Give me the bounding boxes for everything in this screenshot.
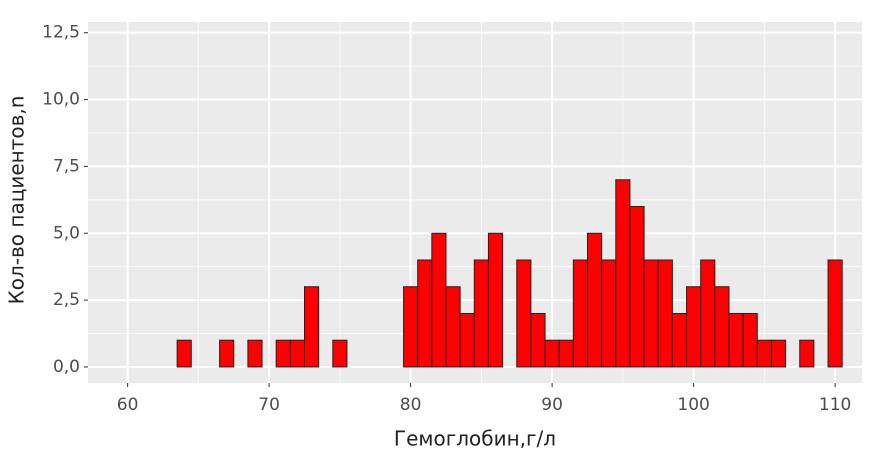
bar	[643, 259, 659, 368]
bar	[671, 312, 688, 368]
bar	[657, 259, 673, 368]
bar	[403, 286, 419, 368]
bar	[799, 339, 815, 368]
bar	[586, 232, 603, 368]
x-axis-title: Гемоглобин,г/л	[394, 427, 556, 451]
bar	[827, 259, 843, 368]
bar	[473, 259, 489, 368]
x-tick-label: 100	[677, 395, 709, 415]
x-tick-label: 60	[117, 395, 139, 415]
bar	[686, 286, 702, 368]
x-tick-label: 90	[541, 395, 563, 415]
bar	[714, 286, 730, 368]
bar	[530, 312, 546, 368]
bar	[770, 339, 787, 368]
y-tick-label: 10,0	[42, 90, 80, 110]
bar	[303, 286, 320, 368]
bar	[445, 286, 461, 368]
x-tick-label: 70	[258, 395, 280, 415]
bar	[756, 339, 772, 368]
bar	[459, 312, 475, 368]
bar	[516, 259, 532, 368]
y-axis-title: Кол-во пациентов,n	[5, 96, 29, 305]
bar	[275, 339, 291, 368]
bar	[700, 259, 716, 368]
bar	[487, 232, 504, 368]
y-tick-label: 12,5	[42, 23, 80, 43]
bar	[742, 312, 758, 368]
bar	[544, 339, 560, 368]
bar	[417, 259, 433, 368]
bar	[629, 206, 645, 368]
bar	[615, 179, 631, 368]
bar	[247, 339, 263, 368]
y-tick-label: 2,5	[53, 290, 80, 310]
bar	[558, 339, 574, 368]
bar	[601, 259, 617, 368]
bar	[332, 339, 348, 368]
x-tick-label: 110	[819, 395, 851, 415]
bar	[572, 259, 588, 368]
bar	[219, 339, 235, 368]
y-tick-label: 0,0	[53, 357, 80, 377]
y-tick-label: 7,5	[53, 156, 80, 176]
bar	[431, 232, 447, 368]
x-tick-label: 80	[400, 395, 422, 415]
y-tick-label: 5,0	[53, 223, 80, 243]
bar	[289, 339, 305, 368]
bar	[728, 312, 744, 368]
bar	[176, 339, 192, 368]
